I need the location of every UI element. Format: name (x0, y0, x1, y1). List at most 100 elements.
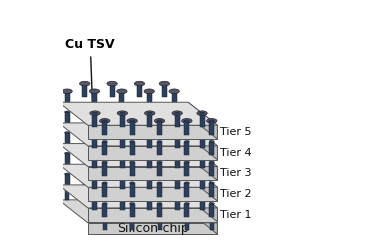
Polygon shape (93, 113, 98, 127)
Text: Tier 1: Tier 1 (220, 210, 251, 220)
Polygon shape (92, 174, 97, 188)
Ellipse shape (172, 188, 176, 190)
Ellipse shape (162, 145, 167, 147)
Ellipse shape (157, 120, 162, 122)
Polygon shape (64, 153, 70, 167)
Polygon shape (120, 196, 125, 210)
Ellipse shape (147, 195, 152, 197)
Ellipse shape (172, 111, 182, 116)
Ellipse shape (184, 140, 189, 142)
Ellipse shape (102, 202, 107, 204)
Ellipse shape (134, 81, 145, 86)
Ellipse shape (200, 112, 204, 114)
Polygon shape (93, 196, 98, 210)
Polygon shape (147, 91, 152, 105)
Ellipse shape (157, 182, 162, 184)
Polygon shape (58, 123, 217, 146)
Ellipse shape (147, 174, 152, 176)
Polygon shape (55, 166, 60, 180)
Ellipse shape (93, 133, 98, 135)
Ellipse shape (55, 83, 60, 85)
Ellipse shape (120, 188, 124, 190)
Polygon shape (130, 162, 135, 176)
Ellipse shape (130, 182, 135, 184)
Ellipse shape (162, 83, 167, 85)
Ellipse shape (162, 124, 167, 126)
Ellipse shape (110, 145, 115, 147)
Polygon shape (119, 174, 124, 188)
Ellipse shape (200, 133, 204, 135)
Polygon shape (92, 133, 97, 146)
Polygon shape (93, 155, 98, 168)
Polygon shape (82, 146, 87, 159)
Polygon shape (58, 164, 217, 187)
Ellipse shape (154, 119, 165, 123)
Ellipse shape (175, 174, 180, 176)
Ellipse shape (103, 218, 107, 219)
Polygon shape (157, 162, 162, 176)
Ellipse shape (93, 112, 98, 114)
Polygon shape (147, 113, 152, 127)
Polygon shape (110, 166, 115, 180)
Polygon shape (120, 113, 125, 127)
Polygon shape (172, 153, 177, 167)
Polygon shape (82, 125, 87, 139)
Polygon shape (82, 84, 87, 97)
Polygon shape (120, 211, 124, 222)
Ellipse shape (107, 81, 117, 86)
Ellipse shape (99, 119, 110, 123)
Ellipse shape (200, 154, 204, 156)
Ellipse shape (147, 90, 152, 92)
Ellipse shape (102, 182, 107, 184)
Polygon shape (188, 200, 218, 234)
Ellipse shape (64, 111, 70, 113)
Polygon shape (55, 146, 60, 159)
Polygon shape (188, 164, 218, 201)
Ellipse shape (92, 132, 97, 134)
Ellipse shape (200, 210, 204, 212)
Polygon shape (210, 218, 214, 230)
Polygon shape (88, 208, 218, 222)
Polygon shape (209, 183, 214, 196)
Ellipse shape (52, 81, 63, 86)
Polygon shape (147, 174, 152, 188)
Polygon shape (137, 125, 142, 139)
Ellipse shape (200, 174, 204, 176)
Polygon shape (172, 91, 177, 105)
Ellipse shape (64, 173, 70, 175)
Ellipse shape (110, 165, 115, 167)
Ellipse shape (56, 181, 59, 182)
Polygon shape (200, 211, 204, 222)
Polygon shape (148, 211, 152, 222)
Ellipse shape (185, 218, 189, 219)
Polygon shape (157, 203, 162, 217)
Polygon shape (162, 166, 167, 180)
Polygon shape (120, 189, 124, 200)
Ellipse shape (209, 202, 214, 204)
Polygon shape (209, 141, 214, 155)
Ellipse shape (138, 181, 141, 182)
Ellipse shape (93, 210, 97, 212)
Ellipse shape (90, 111, 100, 116)
Polygon shape (88, 125, 218, 139)
Ellipse shape (92, 111, 97, 113)
Ellipse shape (120, 112, 125, 114)
Polygon shape (137, 104, 142, 118)
Polygon shape (103, 218, 107, 230)
Ellipse shape (80, 81, 90, 86)
Ellipse shape (147, 111, 152, 113)
Polygon shape (162, 125, 167, 139)
Ellipse shape (110, 83, 115, 85)
Polygon shape (162, 104, 167, 118)
Polygon shape (92, 91, 97, 105)
Polygon shape (188, 144, 218, 180)
Polygon shape (102, 121, 107, 134)
Ellipse shape (65, 188, 69, 190)
Polygon shape (185, 218, 189, 230)
Polygon shape (64, 174, 70, 188)
Polygon shape (147, 175, 152, 189)
Ellipse shape (120, 133, 125, 135)
Polygon shape (64, 91, 70, 105)
Ellipse shape (169, 89, 179, 94)
Ellipse shape (117, 111, 128, 116)
